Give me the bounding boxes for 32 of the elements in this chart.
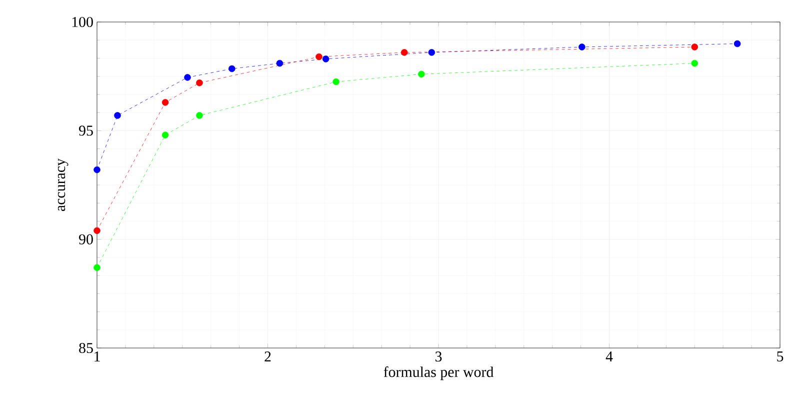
- point: [114, 112, 121, 119]
- point: [196, 112, 203, 119]
- y-axis-title: accuracy: [58, 158, 68, 212]
- point: [276, 60, 284, 67]
- point: [94, 227, 100, 234]
- x-tick-label: 2: [264, 352, 271, 362]
- x-tick-label: 3: [435, 352, 442, 362]
- point: [691, 60, 698, 67]
- point: [322, 56, 330, 62]
- x-tick-label: 5: [777, 352, 784, 362]
- point: [316, 53, 322, 60]
- y-tick-label: 85: [79, 342, 93, 354]
- point: [578, 44, 586, 50]
- x-tick-label: 1: [94, 352, 100, 362]
- point: [691, 44, 698, 50]
- point: [184, 74, 191, 81]
- x-axis-title: formulas per word: [384, 366, 494, 380]
- point: [94, 166, 100, 174]
- y-tick-label: 90: [79, 234, 93, 244]
- point: [332, 78, 340, 86]
- point: [228, 65, 236, 72]
- point: [162, 99, 169, 106]
- y-tick-label: 100: [72, 16, 93, 28]
- point: [196, 79, 203, 86]
- y-tick-label: 95: [79, 126, 93, 136]
- point: [162, 132, 169, 138]
- point: [400, 49, 408, 56]
- point: [428, 49, 436, 56]
- point: [94, 264, 100, 271]
- point: [734, 40, 741, 48]
- x-tick-label: 4: [606, 352, 613, 362]
- point: [418, 70, 425, 78]
